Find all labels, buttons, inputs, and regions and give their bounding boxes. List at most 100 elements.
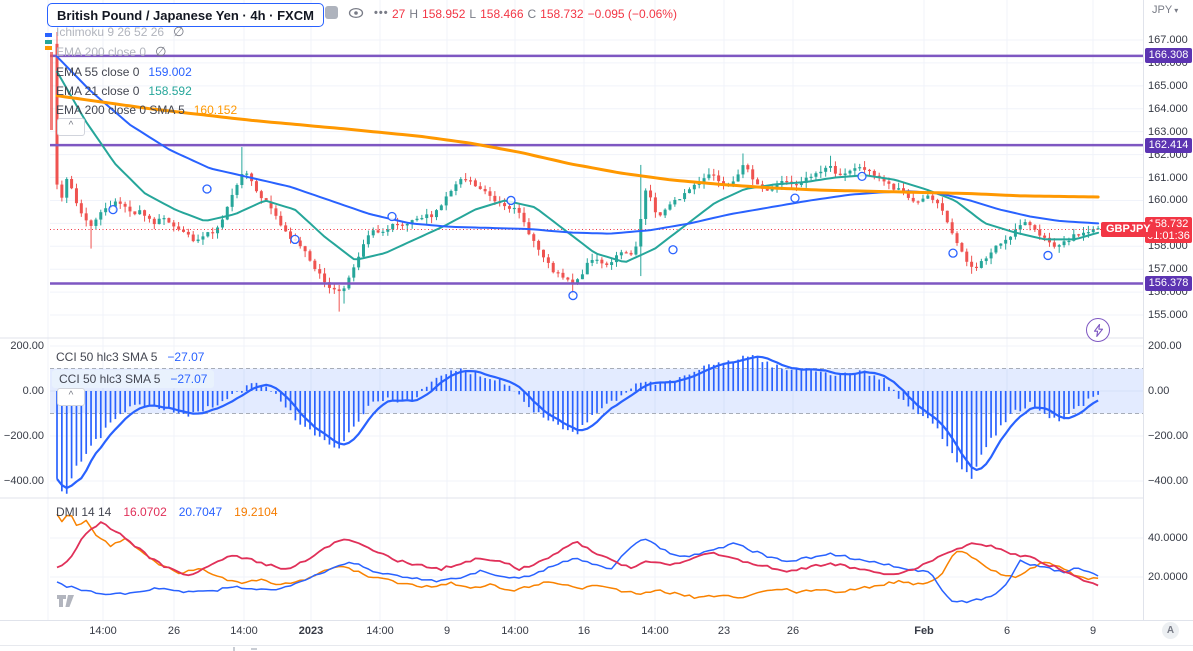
- legend-label: EMA 21 close 0: [56, 83, 140, 98]
- time-tick-label: 14:00: [89, 625, 117, 637]
- ema200-edge-mark: [45, 46, 52, 50]
- close-value: 158.732: [540, 7, 584, 21]
- close-label: C: [527, 7, 537, 21]
- last-price-badge: 158.732 01:01:36: [1145, 217, 1192, 243]
- currency-label: JPY: [1152, 4, 1173, 16]
- time-tick-label: 14:00: [366, 625, 394, 637]
- cci-pane-collapse-button[interactable]: ^: [57, 388, 85, 406]
- cci-legend-row[interactable]: CCI 50 hlc3 SMA 5 −27.07: [56, 350, 204, 364]
- time-tick-label: 14:00: [230, 625, 258, 637]
- cci-tick-label-right: 0.00: [1148, 385, 1170, 397]
- legend-label: Ichimoku 9 26 52 26: [56, 24, 165, 39]
- time-tick-label: 9: [1089, 625, 1097, 637]
- time-axis[interactable]: [0, 620, 1193, 646]
- price-tick-label: 167.000: [1148, 34, 1188, 46]
- change-value: −0.095 (−0.06%): [587, 7, 677, 21]
- corner-a-badge[interactable]: A: [1162, 622, 1179, 639]
- dmi-legend-row[interactable]: DMI 14 14 16.0702 20.7047 19.2104: [56, 505, 278, 519]
- time-tick-label: 14:00: [641, 625, 669, 637]
- instant-order-button[interactable]: [1086, 318, 1110, 342]
- main-pane-collapse-button[interactable]: ^: [57, 118, 85, 136]
- legend-label: EMA 200 close 0: [56, 44, 147, 59]
- bar-countdown: 01:01:36: [1147, 230, 1190, 242]
- cci-tick-label-right: 200.00: [1148, 340, 1182, 352]
- time-tick-label: 6: [1003, 625, 1011, 637]
- open-value-partial: 27: [392, 7, 406, 21]
- high-value: 158.952: [422, 7, 466, 21]
- dmi-value-crimson: 16.0702: [123, 505, 167, 519]
- symbol-price-tag: GBPJPY: [1101, 222, 1156, 237]
- legend-value: 160.152: [193, 102, 238, 117]
- last-price: 158.732: [1148, 218, 1189, 230]
- price-axis[interactable]: [1143, 0, 1193, 645]
- dmi-tick-label: 20.0000: [1148, 571, 1188, 583]
- cutoff-glyph: [251, 648, 257, 650]
- level-badge-3: 156.378: [1145, 276, 1192, 291]
- eye-icon[interactable]: [348, 7, 364, 19]
- cci-tick-label-left: 200.00: [10, 340, 44, 352]
- cci-legend-row-2[interactable]: CCI 50 hlc3 SMA 5 −27.07: [52, 370, 215, 388]
- dmi-value-blue: 20.7047: [178, 505, 223, 519]
- symbol-title: British Pound / Japanese Yen · 4h · FXCM: [57, 7, 314, 23]
- time-tick-label: 16: [577, 625, 591, 637]
- more-menu-icon[interactable]: •••: [374, 6, 389, 19]
- price-tick-label: 160.000: [1148, 194, 1188, 207]
- dmi-value-orange: 19.2104: [234, 505, 278, 519]
- ema55-edge-mark: [45, 33, 52, 37]
- dmi-legend-label: DMI 14 14: [56, 505, 112, 519]
- time-tick-label: 2023: [298, 625, 324, 637]
- legend-label: EMA 200 close 0 SMA 5: [56, 102, 185, 117]
- cci-tick-label-left: 0.00: [22, 385, 44, 397]
- provider-icon: [325, 6, 338, 19]
- high-label: H: [409, 7, 419, 21]
- hidden-eye-icon[interactable]: ∅: [155, 43, 167, 59]
- legend-row-ema200[interactable]: EMA 200 close 0 ∅: [56, 44, 166, 59]
- chevron-down-icon: ▾: [1174, 5, 1179, 15]
- bottom-edge-strip: [0, 645, 1193, 651]
- lightning-icon: [1093, 323, 1103, 337]
- legend-row-ema200sma5[interactable]: EMA 200 close 0 SMA 5 160.152: [56, 102, 237, 117]
- price-tick-label: 157.000: [1148, 263, 1188, 276]
- cci-tick-label-right: −200.00: [1148, 430, 1189, 442]
- cci-tick-label-right: −400.00: [1148, 475, 1189, 487]
- currency-selector[interactable]: JPY ▾: [1152, 4, 1178, 16]
- cci-tick-label-left: −200.00: [3, 430, 44, 442]
- first-bar-edge-mark: [50, 52, 53, 130]
- symbol-search-box[interactable]: British Pound / Japanese Yen · 4h · FXCM: [47, 3, 324, 27]
- cci-legend-label: CCI 50 hlc3 SMA 5: [59, 372, 161, 386]
- cci-legend-label: CCI 50 hlc3 SMA 5: [56, 350, 158, 364]
- chevron-up-icon: ^: [68, 120, 74, 131]
- time-tick-label: 26: [786, 625, 800, 637]
- price-tick-label: 165.000: [1148, 79, 1188, 92]
- cci-legend-value: −27.07: [170, 372, 208, 386]
- price-tick-label: 161.000: [1148, 171, 1188, 184]
- legend-row-ema55[interactable]: EMA 55 close 0 159.002: [56, 64, 192, 79]
- time-tick-label: 14:00: [501, 625, 529, 637]
- chevron-up-icon: ^: [68, 390, 74, 401]
- legend-row-ichimoku[interactable]: Ichimoku 9 26 52 26 ∅: [56, 24, 184, 39]
- legend-row-ema21[interactable]: EMA 21 close 0 158.592: [56, 83, 192, 98]
- low-value: 158.466: [480, 7, 524, 21]
- price-tick-label: 164.000: [1148, 102, 1188, 115]
- price-tick-label: 163.000: [1148, 125, 1188, 138]
- level-badge-2: 162.414: [1145, 138, 1192, 153]
- low-label: L: [469, 7, 477, 21]
- hidden-eye-icon[interactable]: ∅: [173, 23, 185, 39]
- level-badge-1: 166.308: [1145, 48, 1192, 63]
- price-tick-label: 155.000: [1148, 309, 1188, 322]
- time-tick-label: 26: [167, 625, 181, 637]
- legend-value: 158.592: [148, 83, 192, 98]
- tradingview-logo[interactable]: [56, 594, 75, 613]
- cutoff-glyph: [233, 647, 235, 651]
- ohlc-readout: 27 H 158.952 L 158.466 C 158.732 −0.095 (−0…: [392, 7, 677, 21]
- cci-legend-value: −27.07: [167, 350, 205, 364]
- legend-value: 159.002: [148, 64, 192, 79]
- time-tick-label: 23: [717, 625, 731, 637]
- dmi-tick-label: 40.0000: [1148, 532, 1188, 544]
- time-tick-label: Feb: [914, 625, 934, 637]
- legend-label: EMA 55 close 0: [56, 64, 140, 79]
- price-tick-label: 158.000: [1148, 240, 1188, 253]
- ema21-edge-mark: [45, 40, 52, 44]
